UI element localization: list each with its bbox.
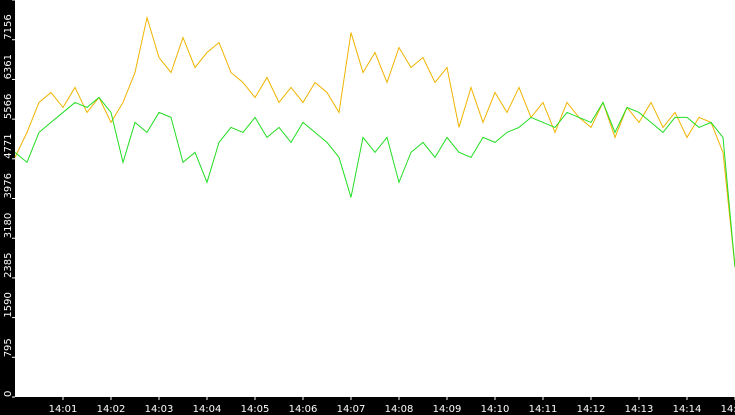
- y-tick-label: 4771: [3, 133, 14, 158]
- x-tick-label: 14:11: [529, 404, 558, 415]
- x-tick-label: 14:04: [193, 404, 222, 415]
- x-tick-label: 14:06: [289, 404, 318, 415]
- y-axis-strip: [0, 0, 15, 415]
- series-line: [14, 96, 735, 268]
- x-tick-label: 14:10: [481, 404, 510, 415]
- y-tick-label: 7156: [3, 14, 14, 39]
- y-tick-label: 6361: [3, 54, 14, 79]
- y-tick-label: 1590: [3, 292, 14, 317]
- x-tick-label: 14:03: [145, 404, 174, 415]
- y-tick-label: 0: [3, 391, 14, 397]
- x-tick-label: 14:07: [337, 404, 366, 415]
- y-tick-label: 2385: [3, 252, 14, 277]
- y-tick-label: 3976: [3, 173, 14, 198]
- x-tick-label: 14:01: [49, 404, 78, 415]
- x-tick-label: 14:05: [241, 404, 270, 415]
- x-tick-label: 14:13: [625, 404, 654, 415]
- y-tick-label: 3180: [3, 213, 14, 238]
- x-tick-label: 14:14: [673, 404, 702, 415]
- x-tick-label: 14:09: [433, 404, 462, 415]
- series-line: [14, 15, 735, 268]
- x-axis-strip: [0, 397, 735, 415]
- x-tick-label: 14:02: [97, 404, 126, 415]
- y-tick-label: 795: [3, 338, 14, 357]
- x-tick-label: 14:12: [577, 404, 606, 415]
- x-tick-label: 14:08: [385, 404, 414, 415]
- x-tick-label: 14:15: [721, 404, 735, 415]
- y-tick-label: 5566: [3, 94, 14, 119]
